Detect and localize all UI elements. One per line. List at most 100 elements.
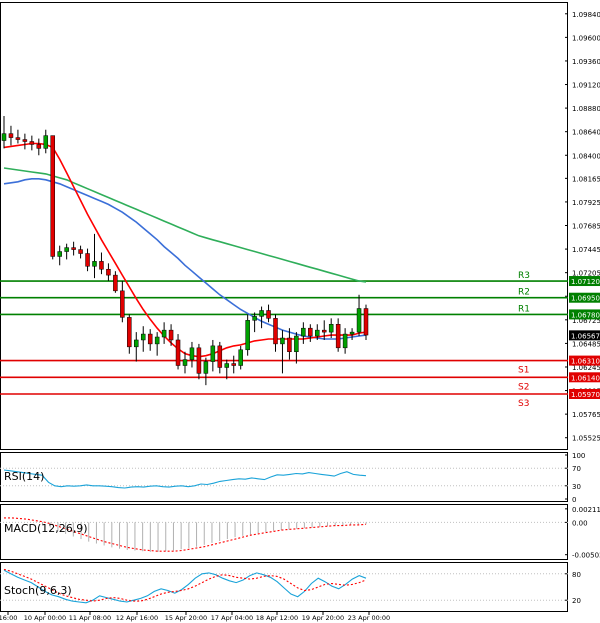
candle-body (147, 333, 153, 345)
candle-body (92, 261, 97, 267)
candle-body (99, 261, 104, 270)
price-tick-label: 1.08165 (572, 175, 600, 183)
candle-body (273, 318, 278, 345)
ma-slow-line (3, 167, 367, 283)
rsi-tick-label: 100 (572, 452, 585, 460)
candle-body (168, 329, 174, 341)
candle-body (231, 363, 236, 366)
candle-body (113, 274, 118, 292)
level-value-box (569, 276, 600, 287)
candle-body (266, 310, 271, 319)
time-tick-label: 15 Apr 20:00 (165, 614, 207, 622)
price-tick-label: 1.06485 (572, 340, 600, 348)
candle-body (140, 333, 146, 341)
candle-body (134, 339, 139, 348)
price-tick-label: 1.07205 (572, 270, 600, 278)
candle-body (120, 290, 125, 318)
candle-body (335, 323, 341, 349)
candle-body (245, 320, 250, 351)
candle-body (106, 268, 111, 276)
level-name-r3: R3 (518, 271, 530, 281)
candle-body (328, 323, 334, 333)
macd-tick-label: 0.002111 (572, 506, 600, 514)
candle-body (57, 251, 62, 257)
candle-body (224, 363, 230, 368)
candle-body (189, 347, 195, 360)
rsi-line (3, 469, 367, 489)
rsi-panel: 100 70 30 0 RSI(14) (0, 452, 585, 504)
price-tick-label: 1.08880 (572, 105, 600, 113)
level-name-s3: S3 (518, 399, 529, 409)
price-panel: 1.09840 1.09600 1.09360 1.09120 1.08880 1.086… (0, 2, 600, 450)
level-value-box (569, 292, 600, 303)
level-value-box (569, 389, 600, 399)
macd-label: MACD(12,26,9) (4, 522, 88, 535)
candle-body (50, 135, 55, 257)
rsi-tick-label: 70 (572, 465, 581, 473)
stoch-d-line (3, 568, 367, 602)
macd-signal-line (4, 517, 367, 552)
candle-body (161, 329, 167, 338)
candle-body (36, 144, 42, 149)
level-name-r1: R1 (518, 304, 530, 314)
candle-body (287, 337, 292, 353)
level-value-label: 1.06140 (571, 374, 600, 382)
candle-body (301, 327, 306, 337)
candle-body (8, 133, 14, 138)
candle-body (196, 347, 202, 374)
candle-body (203, 361, 209, 374)
candle-body (154, 336, 160, 345)
time-tick-label: 16:00 (0, 614, 17, 622)
level-name-s1: S1 (518, 366, 529, 376)
candle-body (363, 308, 369, 336)
candle-body (238, 349, 243, 366)
candle-body (342, 333, 348, 349)
candle-body (182, 359, 188, 366)
stoch-tick-label: 80 (572, 571, 581, 579)
level-value-label: 1.06780 (571, 311, 600, 319)
candle-body (210, 345, 216, 362)
price-tick-label: 1.09840 (572, 11, 600, 19)
price-panel-frame (0, 2, 568, 450)
price-tick-label: 1.05765 (572, 411, 600, 419)
time-tick-label: 23 Apr 00:00 (348, 614, 390, 622)
candle-body (356, 308, 362, 333)
level-name-s2: S2 (518, 382, 529, 392)
stoch-panel-frame (0, 562, 568, 612)
price-tick-label: 1.06725 (572, 317, 600, 325)
price-tick-label: 1.08640 (572, 129, 600, 137)
candle-body (280, 337, 285, 345)
candle-body (315, 329, 320, 337)
candle-body (308, 327, 313, 337)
macd-panel: 0.002111 0.00 -0.005039 MACD(12,26,9) (0, 504, 600, 560)
ma-fast-line (3, 142, 367, 358)
level-value-label: 1.05970 (571, 391, 600, 399)
candle-body (127, 317, 132, 348)
candle-body (64, 247, 69, 252)
stoch-label: Stoch(9,6,3) (4, 584, 72, 597)
time-tick-label: 11 Apr 08:00 (69, 614, 111, 622)
level-value-box (569, 355, 600, 366)
price-tick-label: 1.08400 (572, 152, 600, 160)
candle-body (71, 247, 76, 250)
level-value-box (569, 372, 600, 383)
rsi-panel-frame (0, 452, 568, 502)
candle-body (22, 139, 28, 142)
candle-body (29, 141, 35, 145)
candle-body (43, 135, 49, 149)
rsi-tick-label: 30 (572, 483, 581, 491)
candle-body (294, 335, 299, 353)
candle-body (85, 253, 90, 267)
time-tick-label: 12 Apr 16:00 (116, 614, 158, 622)
candle-body (321, 329, 327, 333)
level-value-label: 1.07120 (571, 278, 600, 286)
candle-body (175, 339, 181, 366)
price-tick-label: 1.09600 (572, 34, 600, 42)
candle-body (78, 249, 83, 254)
candle-body (15, 137, 21, 140)
candle-body (217, 345, 223, 368)
ma-mid-line (3, 178, 367, 340)
price-tick-label: 1.05525 (572, 435, 600, 443)
macd-tick-label: 0.00 (572, 519, 588, 527)
